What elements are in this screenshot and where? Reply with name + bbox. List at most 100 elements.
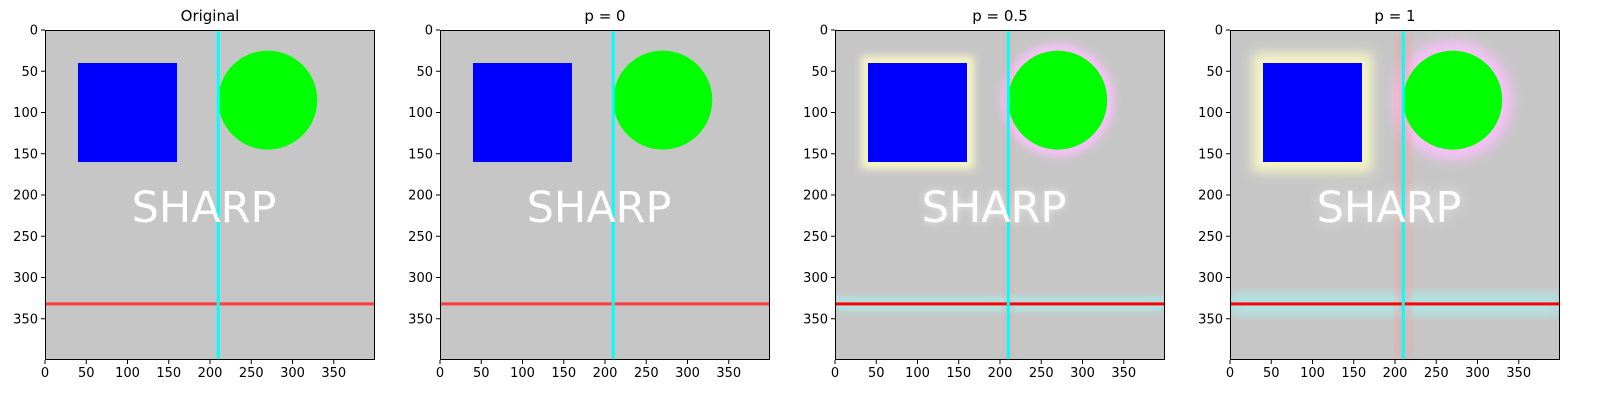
blue-square xyxy=(868,63,967,162)
x-tick-label: 250 xyxy=(239,366,264,381)
y-tick-label: 300 xyxy=(13,271,38,286)
y-tick-label: 150 xyxy=(1198,147,1223,162)
sharp-text: SHARP xyxy=(132,183,277,233)
y-tick-label: 200 xyxy=(1198,189,1223,204)
x-tick-label: 50 xyxy=(1263,366,1280,381)
x-tick-label: 150 xyxy=(156,366,181,381)
image-area: SHARP xyxy=(440,30,770,360)
x-tick-label: 200 xyxy=(1383,366,1408,381)
x-tick-label: 250 xyxy=(634,366,659,381)
x-tick-label: 200 xyxy=(593,366,618,381)
y-tick-label: 150 xyxy=(13,147,38,162)
y-tick-label: 300 xyxy=(1198,271,1223,286)
green-circle xyxy=(218,50,318,150)
y-tick-label: 250 xyxy=(408,230,433,245)
y-tick-label: 0 xyxy=(30,24,38,39)
panel-title: p = 0.5 xyxy=(972,7,1027,25)
axes-frame xyxy=(835,30,1165,360)
x-tick-label: 0 xyxy=(41,366,49,381)
x-tick-label: 150 xyxy=(1341,366,1366,381)
x-tick-label: 200 xyxy=(988,366,1013,381)
x-tick-label: 100 xyxy=(510,366,535,381)
sharp-text: SHARP xyxy=(527,183,672,233)
axes-frame xyxy=(1230,30,1560,360)
y-tick-label: 200 xyxy=(13,189,38,204)
x-tick-label: 150 xyxy=(551,366,576,381)
y-tick-label: 100 xyxy=(803,106,828,121)
y-tick-label: 100 xyxy=(1198,106,1223,121)
x-tick-label: 100 xyxy=(115,366,140,381)
y-tick-label: 100 xyxy=(408,106,433,121)
y-tick-label: 250 xyxy=(1198,230,1223,245)
y-tick-label: 0 xyxy=(820,24,828,39)
cyan-vertical-line xyxy=(611,30,615,360)
image-area: SHARP xyxy=(45,30,375,360)
blue-square xyxy=(1263,63,1362,162)
cyan-vertical-line xyxy=(1006,30,1010,360)
red-horizontal-line xyxy=(835,302,1165,306)
y-tick-label: 50 xyxy=(1206,65,1223,80)
y-tick-label: 300 xyxy=(408,271,433,286)
x-tick-label: 100 xyxy=(1300,366,1325,381)
y-tick-label: 300 xyxy=(803,271,828,286)
x-tick-label: 250 xyxy=(1424,366,1449,381)
y-tick-label: 0 xyxy=(1215,24,1223,39)
panel-1: p = 0 SHARP 0 50 100 150 200 250 300 350 0 50 100 150… xyxy=(408,7,770,381)
panel-0: Original SHARP 0 50 100 150 200 250 300 350 0 50 100… xyxy=(13,7,375,381)
panel-title: p = 1 xyxy=(1374,7,1415,25)
y-tick-label: 50 xyxy=(416,65,433,80)
y-tick-label: 200 xyxy=(803,189,828,204)
cyan-vertical-line xyxy=(216,30,220,360)
red-horizontal-line xyxy=(1230,302,1560,306)
green-circle xyxy=(613,50,713,150)
x-tick-label: 100 xyxy=(905,366,930,381)
axes-frame xyxy=(45,30,375,360)
y-tick-label: 350 xyxy=(13,312,38,327)
x-tick-label: 300 xyxy=(675,366,700,381)
y-tick-label: 0 xyxy=(425,24,433,39)
x-tick-label: 0 xyxy=(1226,366,1234,381)
text-halo: SHARP xyxy=(1317,183,1462,233)
x-tick-label: 350 xyxy=(321,366,346,381)
x-tick-label: 250 xyxy=(1029,366,1054,381)
green-circle xyxy=(1403,50,1503,150)
red-horizontal-line xyxy=(45,302,375,306)
cyan-vertical-line xyxy=(1401,30,1405,360)
x-tick-label: 350 xyxy=(1506,366,1531,381)
y-tick-label: 250 xyxy=(803,230,828,245)
y-tick-label: 100 xyxy=(13,106,38,121)
sharp-text: SHARP xyxy=(922,183,1067,233)
x-tick-label: 0 xyxy=(831,366,839,381)
y-tick-label: 150 xyxy=(803,147,828,162)
y-tick-label: 350 xyxy=(1198,312,1223,327)
blue-square xyxy=(78,63,177,162)
y-tick-label: 50 xyxy=(811,65,828,80)
y-tick-label: 350 xyxy=(803,312,828,327)
x-tick-label: 200 xyxy=(198,366,223,381)
x-tick-label: 350 xyxy=(716,366,741,381)
x-tick-label: 150 xyxy=(946,366,971,381)
axes-frame xyxy=(440,30,770,360)
red-horizontal-line xyxy=(440,302,770,306)
x-tick-label: 350 xyxy=(1111,366,1136,381)
sharp-text: SHARP xyxy=(1317,183,1462,233)
x-tick-label: 50 xyxy=(78,366,95,381)
y-tick-label: 200 xyxy=(408,189,433,204)
green-circle xyxy=(1008,50,1108,150)
y-tick-label: 350 xyxy=(408,312,433,327)
panel-title: Original xyxy=(181,7,240,25)
x-tick-label: 300 xyxy=(280,366,305,381)
y-tick-label: 50 xyxy=(21,65,38,80)
x-tick-label: 50 xyxy=(868,366,885,381)
y-tick-label: 250 xyxy=(13,230,38,245)
x-tick-label: 0 xyxy=(436,366,444,381)
y-tick-label: 150 xyxy=(408,147,433,162)
x-tick-label: 50 xyxy=(473,366,490,381)
x-tick-label: 300 xyxy=(1070,366,1095,381)
blue-square xyxy=(473,63,572,162)
x-tick-label: 300 xyxy=(1465,366,1490,381)
